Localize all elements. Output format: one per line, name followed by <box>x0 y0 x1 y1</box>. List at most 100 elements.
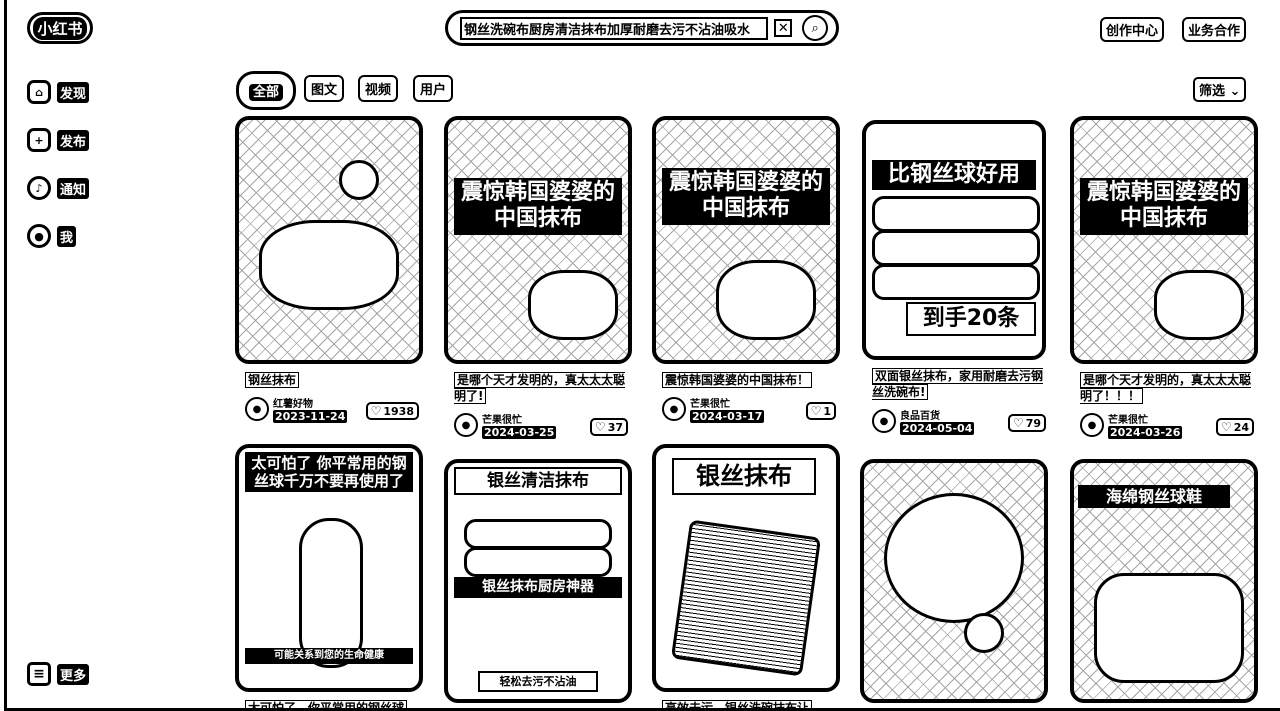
sidebar-item-label: 发布 <box>57 129 90 151</box>
tab-users[interactable]: 用户 <box>413 75 454 102</box>
filter-label: 筛选 <box>1199 84 1226 99</box>
note-cover[interactable]: 太可怕了 你平常用的钢丝球千万不要再使用了 可能关系到您的生命健康 <box>235 444 423 692</box>
note-card[interactable] <box>860 459 1048 703</box>
note-card[interactable]: 银丝抹布 高效去污，银丝洗碗抹布让 <box>652 444 840 711</box>
note-meta: ● 芒果很忙 2024-03-25 ♡ 37 <box>444 410 632 440</box>
note-title[interactable]: 震惊韩国婆婆的中国抹布！ <box>652 372 840 388</box>
note-title[interactable]: 双面银丝抹布，家用耐磨去污钢丝洗碗布! <box>872 368 1044 400</box>
sidebar-item-label: 发现 <box>57 81 90 103</box>
note-card[interactable]: 比钢丝球好用 到手20条 双面银丝抹布，家用耐磨去污钢丝洗碗布! ● 良品百货 … <box>862 120 1050 436</box>
cover-text: 震惊韩国婆婆的中国抹布 <box>1080 178 1248 235</box>
cover-subtext: 到手20条 <box>906 302 1036 337</box>
note-meta: ● 红薯好物 2023-11-24 ♡ 1938 <box>235 394 423 424</box>
window-left-border <box>4 0 7 711</box>
filter-button[interactable]: 筛选 ⌄ <box>1193 77 1247 102</box>
note-title[interactable]: 是哪个天才发明的，真太太太聪明了！！！ <box>1080 372 1252 404</box>
menu-icon: ≡ <box>27 662 51 686</box>
note-title[interactable]: 太可怕了，你平常用的钢丝球 <box>235 700 423 711</box>
chevron-down-icon: ⌄ <box>1229 84 1241 99</box>
search-input[interactable]: 钢丝洗碗布厨房清洁抹布加厚耐磨去污不沾油吸水 <box>460 16 769 40</box>
author-name[interactable]: 良品百货 <box>900 411 940 422</box>
cover-text: 银丝清洁抹布 <box>454 467 622 496</box>
logo-text: 小红书 <box>33 16 87 40</box>
note-cover[interactable] <box>235 116 423 364</box>
like-button[interactable]: ♡ 1 <box>805 402 836 420</box>
author-name[interactable]: 芒果很忙 <box>482 415 522 426</box>
note-title[interactable]: 钢丝抹布 <box>235 372 423 388</box>
note-meta: ● 芒果很忙 2024-03-17 ♡ 1 <box>652 394 840 424</box>
app-logo[interactable]: 小红书 <box>27 12 93 44</box>
tab-all[interactable]: 全部 <box>236 71 297 110</box>
author-name[interactable]: 芒果很忙 <box>690 399 730 410</box>
note-card[interactable]: 震惊韩国婆婆的中国抹布 震惊韩国婆婆的中国抹布！ ● 芒果很忙 2024-03-… <box>652 116 840 424</box>
sidebar-item-me[interactable]: ● 我 <box>27 224 77 248</box>
cover-text: 太可怕了 你平常用的钢丝球千万不要再使用了 <box>245 452 413 492</box>
creator-center-link[interactable]: 创作中心 <box>1100 17 1165 42</box>
avatar[interactable]: ● <box>872 409 896 433</box>
note-cover[interactable]: 震惊韩国婆婆的中国抹布 <box>1070 116 1258 364</box>
note-card[interactable]: 银丝清洁抹布 银丝抹布厨房神器 轻松去污不沾油 <box>444 459 632 703</box>
note-card[interactable]: 海绵钢丝球鞋 <box>1070 459 1258 703</box>
sidebar-item-notifications[interactable]: ♪ 通知 <box>27 176 90 200</box>
search-bar[interactable]: 钢丝洗碗布厨房清洁抹布加厚耐磨去污不沾油吸水 ✕ ⌕ <box>445 10 839 46</box>
cover-subtext: 可能关系到您的生命健康 <box>245 648 413 664</box>
like-button[interactable]: ♡ 37 <box>589 418 628 436</box>
tab-image-text[interactable]: 图文 <box>304 75 345 102</box>
like-button[interactable]: ♡ 79 <box>1007 414 1046 432</box>
author-name[interactable]: 芒果很忙 <box>1108 415 1148 426</box>
sidebar-more-label: 更多 <box>57 663 90 685</box>
note-cover[interactable]: 海绵钢丝球鞋 <box>1070 459 1258 703</box>
note-card[interactable]: 钢丝抹布 ● 红薯好物 2023-11-24 ♡ 1938 <box>235 116 423 424</box>
sidebar-item-label: 我 <box>57 225 77 247</box>
avatar[interactable]: ● <box>1080 413 1104 437</box>
like-count: 1 <box>823 404 831 418</box>
note-meta: ● 芒果很忙 2024-03-26 ♡ 24 <box>1070 410 1258 440</box>
avatar[interactable]: ● <box>454 413 478 437</box>
note-cover[interactable]: 震惊韩国婆婆的中国抹布 <box>652 116 840 364</box>
heart-icon: ♡ <box>1220 420 1232 434</box>
like-count: 1938 <box>383 404 414 418</box>
search-icon[interactable]: ⌕ <box>802 15 828 41</box>
like-count: 24 <box>1233 420 1249 434</box>
note-cover[interactable]: 银丝抹布 <box>652 444 840 692</box>
window-bottom-border <box>4 708 1280 711</box>
post-date: 2024-03-25 <box>482 426 557 439</box>
author-name[interactable]: 红薯好物 <box>273 399 313 410</box>
cover-text: 比钢丝球好用 <box>872 160 1036 191</box>
note-cover[interactable]: 震惊韩国婆婆的中国抹布 <box>444 116 632 364</box>
heart-icon: ♡ <box>810 404 822 418</box>
business-link[interactable]: 业务合作 <box>1182 17 1247 42</box>
sidebar-item-discover[interactable]: ⌂ 发现 <box>27 80 90 104</box>
sidebar-more[interactable]: ≡ 更多 <box>27 662 90 686</box>
note-cover[interactable] <box>860 459 1048 703</box>
clear-search-icon[interactable]: ✕ <box>774 19 793 37</box>
like-count: 79 <box>1025 416 1041 430</box>
like-button[interactable]: ♡ 24 <box>1215 418 1254 436</box>
cover-text: 海绵钢丝球鞋 <box>1078 485 1230 509</box>
post-date: 2023-11-24 <box>273 410 348 423</box>
note-card[interactable]: 太可怕了 你平常用的钢丝球千万不要再使用了 可能关系到您的生命健康 太可怕了，你… <box>235 444 423 711</box>
note-card[interactable]: 震惊韩国婆婆的中国抹布 是哪个天才发明的，真太太太聪明了! ● 芒果很忙 202… <box>444 116 632 440</box>
sidebar-item-label: 通知 <box>57 177 90 199</box>
home-icon: ⌂ <box>27 80 51 104</box>
cover-subtext: 银丝抹布厨房神器 <box>454 577 622 598</box>
note-title[interactable]: 高效去污，银丝洗碗抹布让 <box>652 700 840 711</box>
tab-video[interactable]: 视频 <box>358 75 399 102</box>
cover-text: 震惊韩国婆婆的中国抹布 <box>454 178 622 235</box>
publish-icon: + <box>27 128 51 152</box>
heart-icon: ♡ <box>370 404 382 418</box>
sidebar-item-publish[interactable]: + 发布 <box>27 128 90 152</box>
note-meta: ● 良品百货 2024-05-04 ♡ 79 <box>862 406 1050 436</box>
note-cover[interactable]: 比钢丝球好用 到手20条 <box>862 120 1046 360</box>
like-button[interactable]: ♡ 1938 <box>365 402 419 420</box>
profile-icon: ● <box>27 224 51 248</box>
avatar[interactable]: ● <box>245 397 269 421</box>
avatar[interactable]: ● <box>662 397 686 421</box>
note-title[interactable]: 是哪个天才发明的，真太太太聪明了! <box>454 372 626 404</box>
cover-text: 银丝抹布 <box>672 458 816 495</box>
note-cover[interactable]: 银丝清洁抹布 银丝抹布厨房神器 轻松去污不沾油 <box>444 459 632 703</box>
cover-badge: 轻松去污不沾油 <box>478 671 598 693</box>
note-card[interactable]: 震惊韩国婆婆的中国抹布 是哪个天才发明的，真太太太聪明了！！！ ● 芒果很忙 2… <box>1070 116 1258 440</box>
heart-icon: ♡ <box>1012 416 1024 430</box>
post-date: 2024-03-26 <box>1108 426 1183 439</box>
